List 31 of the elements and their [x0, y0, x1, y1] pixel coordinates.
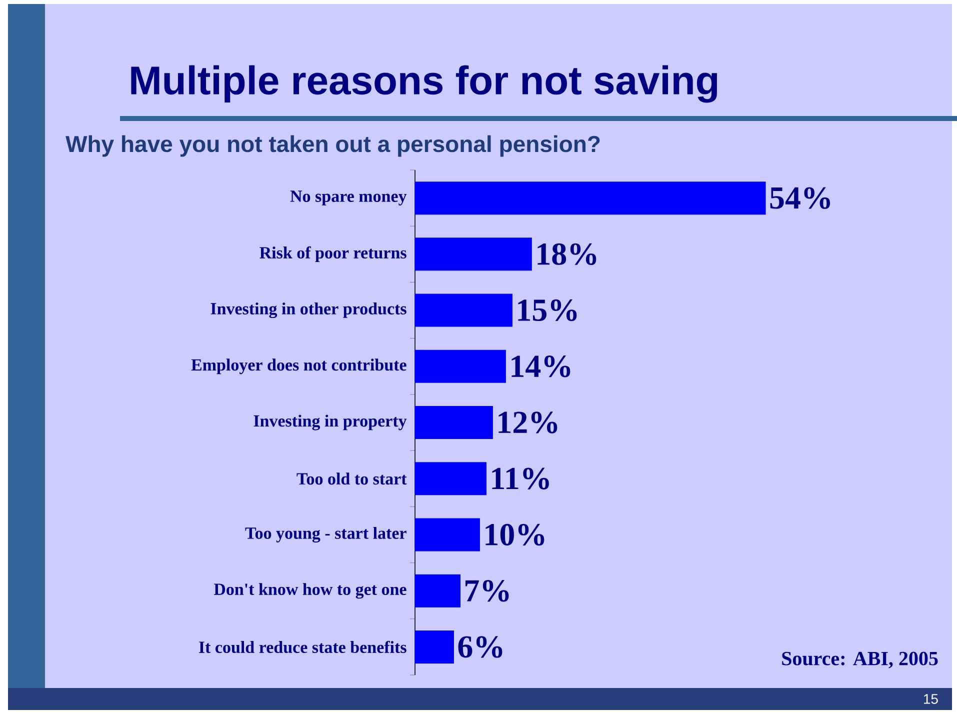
- bar: [415, 406, 493, 440]
- data-label: 15%: [518, 299, 577, 322]
- chart-title: Multiple reasons for not saving: [131, 65, 718, 103]
- y-tick-label: Investing in other products: [210, 302, 406, 318]
- data-label: 6%: [458, 636, 502, 658]
- y-tick-label: Investing in property: [254, 414, 407, 430]
- bar: [415, 350, 506, 383]
- y-tick-label: No spare money: [290, 190, 407, 206]
- text: 15: [924, 694, 938, 704]
- data-label: 14%: [512, 356, 570, 378]
- bar: [415, 238, 532, 271]
- bar: [415, 462, 486, 496]
- data-label: 54%: [770, 187, 830, 209]
- bar: [415, 182, 766, 215]
- data-label: 18%: [538, 243, 596, 266]
- y-tick-label: Employer does not contribute: [191, 358, 406, 374]
- bar: [415, 574, 460, 608]
- y-tick-label: Too young - start later: [245, 526, 406, 542]
- y-tick-label: Too old to start: [296, 472, 407, 485]
- bar: [415, 294, 512, 327]
- y-tick-label: Risk of poor returns: [260, 246, 406, 262]
- y-tick-label: It could reduce state benefits: [199, 640, 406, 654]
- source-note: Source: ABI, 2005: [782, 652, 938, 668]
- data-label: 12%: [498, 412, 558, 434]
- data-label: 10%: [486, 524, 544, 546]
- data-label: 11%: [492, 468, 549, 490]
- y-tick-label: Don't know how to get one: [214, 583, 406, 599]
- bar: [415, 630, 454, 664]
- data-label: 7%: [466, 580, 509, 602]
- chart-subtitle: Why have you not taken out a personal pension?: [66, 135, 600, 157]
- bar: [415, 518, 480, 552]
